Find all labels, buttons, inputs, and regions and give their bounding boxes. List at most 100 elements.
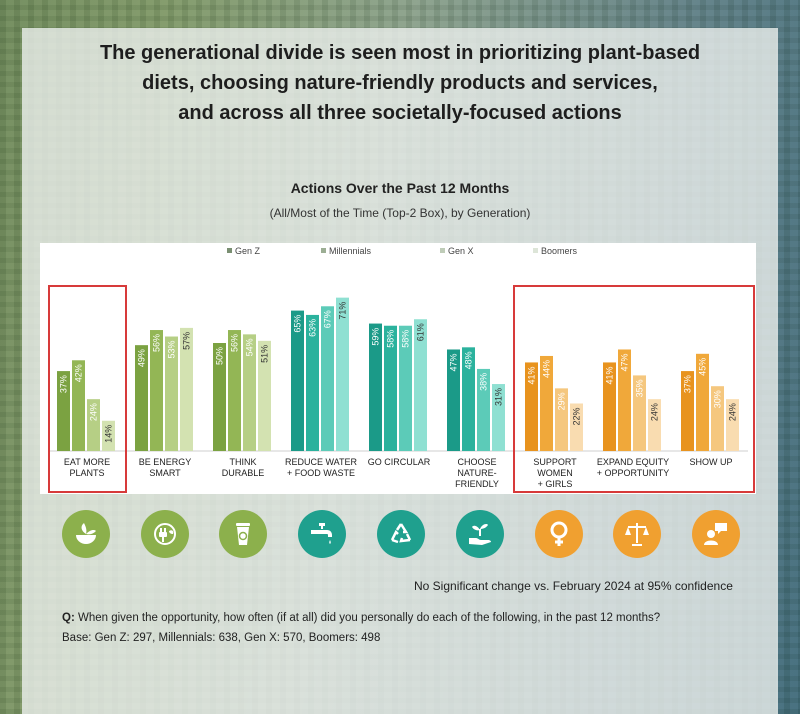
recycle-icon <box>377 510 425 558</box>
bar-value-label: 30% <box>713 390 723 408</box>
bar-value-label: 58% <box>401 330 411 348</box>
bar <box>258 340 271 451</box>
bar-value-label: 35% <box>635 379 645 397</box>
bar <box>135 345 148 451</box>
bar-value-label: 56% <box>152 334 162 352</box>
category-label: SMART <box>149 468 181 478</box>
bar <box>414 319 427 451</box>
category-label: EXPAND EQUITY <box>597 457 669 467</box>
legend-swatch <box>440 248 445 253</box>
legend-label: Gen X <box>448 246 474 256</box>
bar-value-label: 14% <box>104 425 114 443</box>
bar-value-label: 57% <box>182 332 192 350</box>
bar-value-label: 53% <box>167 341 177 359</box>
bar <box>633 375 646 451</box>
legend-label: Millennials <box>329 246 372 256</box>
bar <box>618 349 631 451</box>
category-label: EAT MORE <box>64 457 110 467</box>
category-label: + FOOD WASTE <box>287 468 355 478</box>
highlight-box-societal <box>513 285 755 493</box>
highlight-box-plants <box>48 285 127 493</box>
legend-label: Gen Z <box>235 246 261 256</box>
category-label: CHOOSE <box>457 457 496 467</box>
bar-value-label: 67% <box>323 310 333 328</box>
bar-value-label: 37% <box>59 375 69 393</box>
scales-icon <box>613 510 661 558</box>
bar <box>228 330 241 451</box>
bar <box>681 371 694 451</box>
bar-value-label: 22% <box>572 407 582 425</box>
category-label: REDUCE WATER <box>285 457 358 467</box>
bar <box>462 347 475 451</box>
category-label: WOMEN <box>537 468 573 478</box>
bar-value-label: 56% <box>230 334 240 352</box>
bar-value-label: 49% <box>137 349 147 367</box>
bar <box>384 325 397 451</box>
bar <box>87 399 100 451</box>
question-text: When given the opportunity, how often (i… <box>77 612 661 624</box>
bar <box>102 420 115 451</box>
bar-value-label: 59% <box>371 328 381 346</box>
category-label: DURABLE <box>222 468 265 478</box>
bar-value-label: 50% <box>215 347 225 365</box>
category-label: + GIRLS <box>538 479 573 489</box>
bar-value-label: 71% <box>338 302 348 320</box>
bar <box>369 323 382 451</box>
bar-value-label: 29% <box>557 392 567 410</box>
bar-value-label: 63% <box>308 319 318 337</box>
plug-leaf-icon <box>141 510 189 558</box>
action-icons-row <box>0 510 800 570</box>
bar-value-label: 41% <box>605 366 615 384</box>
category-label: PLANTS <box>69 468 104 478</box>
bar <box>291 310 304 451</box>
chart-subtitle: (All/Most of the Time (Top-2 Box), by Ge… <box>269 206 531 220</box>
bar <box>165 336 178 451</box>
bar <box>306 314 319 451</box>
bar <box>648 399 661 451</box>
bar <box>243 334 256 451</box>
bar <box>336 297 349 451</box>
bar-value-label: 42% <box>74 364 84 382</box>
bar <box>711 386 724 451</box>
bar-value-label: 24% <box>728 403 738 421</box>
bar <box>726 399 739 451</box>
bar-value-label: 38% <box>479 373 489 391</box>
bar-value-label: 51% <box>260 345 270 363</box>
bar-value-label: 65% <box>293 315 303 333</box>
legend-swatch <box>533 248 538 253</box>
page-title: The generational divide is seen most in … <box>0 38 800 128</box>
bar-value-label: 37% <box>683 375 693 393</box>
category-label: SUPPORT <box>533 457 577 467</box>
legend-swatch <box>321 248 326 253</box>
bar-value-label: 58% <box>386 330 396 348</box>
bar <box>525 362 538 451</box>
category-label: SHOW UP <box>689 457 732 467</box>
category-label: + OPPORTUNITY <box>597 468 670 478</box>
bar <box>213 343 226 451</box>
bar-chart: Gen Z Millennials Gen X Boomers 37% 42% 24% 14%… <box>48 246 755 493</box>
bar <box>555 388 568 451</box>
bar <box>447 349 460 451</box>
bar-value-label: 54% <box>245 338 255 356</box>
category-label: NATURE- <box>457 468 496 478</box>
bar <box>477 368 490 451</box>
bar-value-label: 47% <box>620 353 630 371</box>
category-label: GO CIRCULAR <box>368 457 431 467</box>
water-faucet-icon <box>298 510 346 558</box>
recycle-cup-icon <box>219 510 267 558</box>
bar <box>570 403 583 451</box>
bar-value-label: 44% <box>542 360 552 378</box>
bar-value-label: 45% <box>698 358 708 376</box>
bar-value-label: 48% <box>464 351 474 369</box>
question-label: Q: <box>62 612 75 624</box>
legend-swatch <box>227 248 232 253</box>
bar <box>72 360 85 451</box>
title-line-2: diets, choosing nature-friendly products… <box>142 72 658 94</box>
category-label: THINK <box>230 457 257 467</box>
bar <box>180 327 193 451</box>
bar-value-label: 41% <box>527 366 537 384</box>
bar-value-label: 24% <box>650 403 660 421</box>
legend-label: Boomers <box>541 246 578 256</box>
bar <box>399 325 412 451</box>
bar <box>321 306 334 451</box>
